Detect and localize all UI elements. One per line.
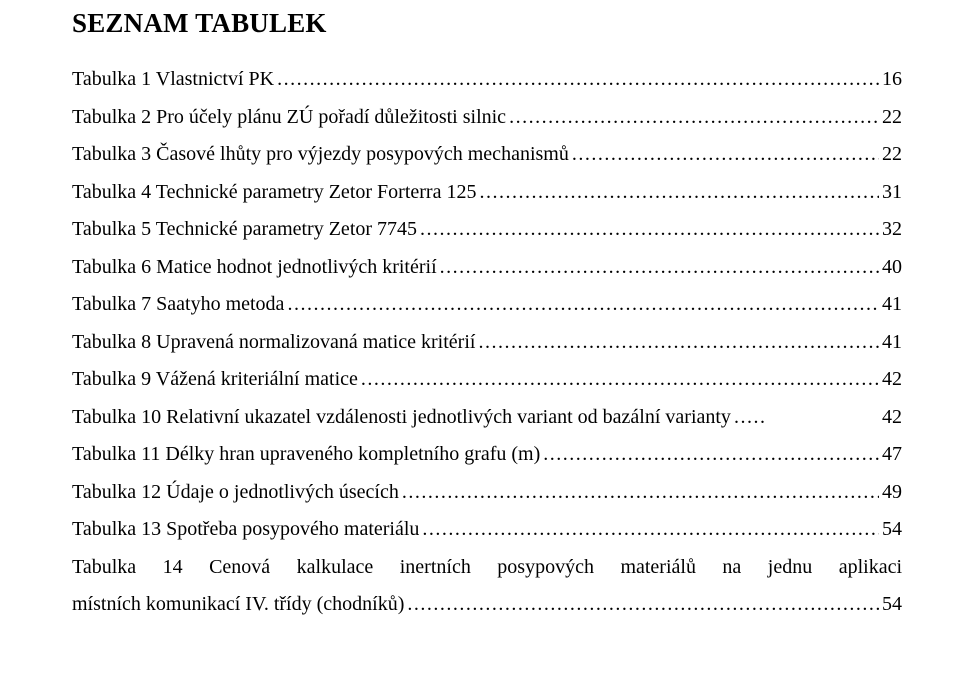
page-container: SEZNAM TABULEK Tabulka 1 Vlastnictví PK …: [0, 0, 960, 614]
toc-page-number: 31: [882, 182, 902, 202]
toc-leader: [402, 482, 879, 502]
toc-label: Tabulka 9 Vážená kriteriální matice: [72, 369, 358, 389]
toc-entry: Tabulka 10 Relativní ukazatel vzdálenost…: [72, 407, 902, 427]
toc-leader: [478, 332, 879, 352]
toc-leader: [277, 69, 879, 89]
toc-label: Tabulka 13 Spotřeba posypového materiálu: [72, 519, 419, 539]
toc-page-number: 47: [882, 444, 902, 464]
toc-label: Tabulka 8 Upravená normalizovaná matice …: [72, 332, 475, 352]
toc-page-number: 54: [882, 519, 902, 539]
toc-label: Tabulka 6 Matice hodnot jednotlivých kri…: [72, 257, 437, 277]
toc-leader: [509, 107, 879, 127]
toc-page-number: 54: [882, 594, 902, 614]
toc-leader: [479, 182, 879, 202]
toc-leader: [420, 219, 879, 239]
toc-entry: Tabulka 3 Časové lhůty pro výjezdy posyp…: [72, 144, 902, 164]
toc-leader: [407, 594, 879, 614]
toc-leader: [440, 257, 879, 277]
toc-label: Tabulka 5 Technické parametry Zetor 7745: [72, 219, 417, 239]
toc-label: Tabulka 2 Pro účely plánu ZÚ pořadí důle…: [72, 107, 506, 127]
toc-entry: Tabulka 11 Délky hran upraveného komplet…: [72, 444, 902, 464]
toc-entry-wrapped: Tabulka 14 Cenová kalkulace inertních po…: [72, 557, 902, 615]
list-of-tables-heading: SEZNAM TABULEK: [72, 8, 902, 39]
toc-entry: Tabulka 7 Saatyho metoda 41: [72, 294, 902, 314]
toc-page-number: 41: [882, 294, 902, 314]
toc-entry: Tabulka 12 Údaje o jednotlivých úsecích …: [72, 482, 902, 502]
toc-entry: Tabulka 4 Technické parametry Zetor Fort…: [72, 182, 902, 202]
toc-page-number: 32: [882, 219, 902, 239]
toc-leader: [572, 144, 879, 164]
toc-label-line2: místních komunikací IV. třídy (chodníků): [72, 594, 404, 614]
toc-entry: Tabulka 6 Matice hodnot jednotlivých kri…: [72, 257, 902, 277]
toc-leader: [422, 519, 879, 539]
toc-page-number: 22: [882, 107, 902, 127]
toc-page-number: 42: [882, 407, 902, 427]
toc-leader: [361, 369, 879, 389]
toc-page-number: 16: [882, 69, 902, 89]
toc-label: Tabulka 7 Saatyho metoda: [72, 294, 284, 314]
toc-label: Tabulka 3 Časové lhůty pro výjezdy posyp…: [72, 144, 569, 164]
toc-page-number: 40: [882, 257, 902, 277]
toc-entry: Tabulka 8 Upravená normalizovaná matice …: [72, 332, 902, 352]
toc-label-line2-row: místních komunikací IV. třídy (chodníků)…: [72, 594, 902, 614]
toc-label: Tabulka 10 Relativní ukazatel vzdálenost…: [72, 407, 731, 427]
toc-list: Tabulka 1 Vlastnictví PK 16 Tabulka 2 Pr…: [72, 69, 902, 614]
toc-entry: Tabulka 13 Spotřeba posypového materiálu…: [72, 519, 902, 539]
toc-page-number: 41: [882, 332, 902, 352]
toc-leader: [543, 444, 879, 464]
toc-leader: [734, 407, 879, 427]
toc-entry: Tabulka 9 Vážená kriteriální matice 42: [72, 369, 902, 389]
toc-leader: [287, 294, 879, 314]
toc-page-number: 42: [882, 369, 902, 389]
toc-label-line1: Tabulka 14 Cenová kalkulace inertních po…: [72, 557, 902, 577]
toc-page-number: 49: [882, 482, 902, 502]
toc-label: Tabulka 12 Údaje o jednotlivých úsecích: [72, 482, 399, 502]
toc-label: Tabulka 11 Délky hran upraveného komplet…: [72, 444, 540, 464]
toc-entry: Tabulka 1 Vlastnictví PK 16: [72, 69, 902, 89]
toc-entry: Tabulka 2 Pro účely plánu ZÚ pořadí důle…: [72, 107, 902, 127]
toc-entry: Tabulka 5 Technické parametry Zetor 7745…: [72, 219, 902, 239]
toc-label: Tabulka 4 Technické parametry Zetor Fort…: [72, 182, 476, 202]
toc-label: Tabulka 1 Vlastnictví PK: [72, 69, 274, 89]
toc-page-number: 22: [882, 144, 902, 164]
